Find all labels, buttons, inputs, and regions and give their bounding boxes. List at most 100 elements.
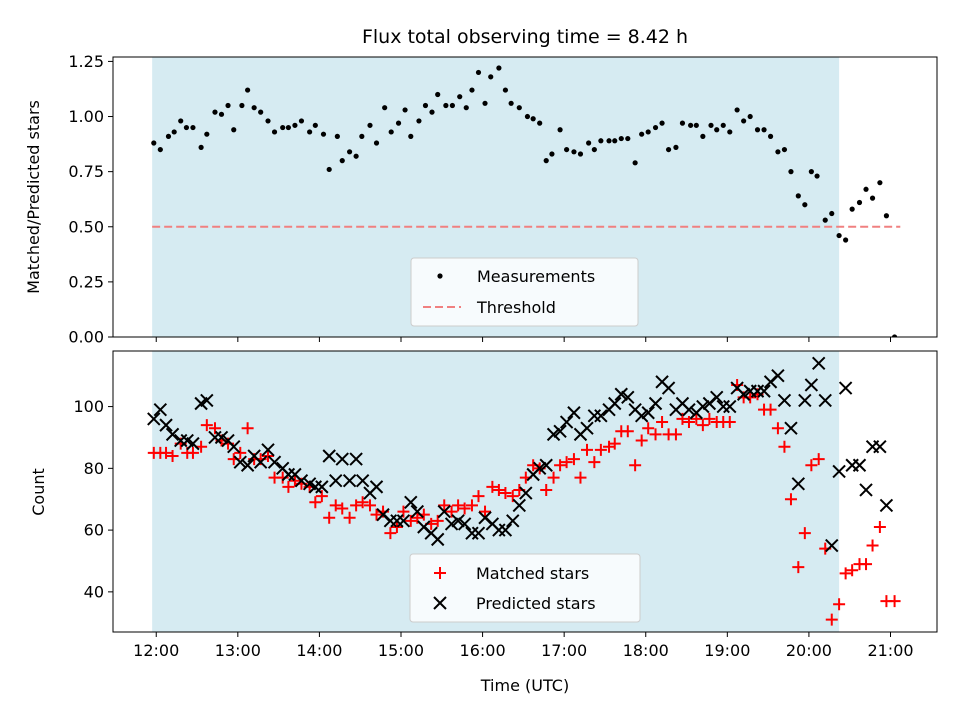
predicted-star-point [580,421,594,435]
measurement-point [652,124,659,131]
matched-star-point [825,613,838,626]
matched-star-point [682,416,695,429]
legend-marker-matched-stars [434,567,446,579]
measurement-point [422,102,429,109]
predicted-star-point [430,532,445,547]
measurement-point [475,69,482,76]
predicted-star-point [227,440,241,454]
measurement-point [457,94,463,100]
predicted-star-point [519,486,533,500]
matched-star-point [723,416,736,429]
bottom-ytick-label: 40 [84,582,104,601]
predicted-star-point [710,390,724,405]
predicted-star-point [682,402,696,417]
predicted-star-point [716,399,730,414]
measurement-point [265,118,271,124]
measurement-point [734,107,740,113]
matched-star-point [186,446,199,459]
predicted-star-point [410,504,425,519]
measurement-point [543,158,549,164]
measurement-point [429,109,435,115]
predicted-star-point [736,387,751,401]
top-ytick-label: 0.00 [68,328,104,347]
legend-label-matched-stars: Matched stars [476,564,589,583]
measurement-point [382,105,388,111]
predicted-star-point [608,396,622,411]
measurement-point [869,195,876,201]
measurement-point [632,160,638,166]
predicted-star-point [335,452,349,466]
matched-star-point [282,480,295,493]
predicted-star-point [267,455,282,469]
predicted-star-point [811,356,826,371]
matched-star-point [323,511,336,524]
measurement-point [530,116,536,122]
measurement-point [883,213,890,219]
top-legend: Measurements Threshold [410,257,639,327]
predicted-star-point [240,458,255,472]
predicted-star-point [798,393,812,408]
top-axes-frame [112,56,938,338]
predicted-star-point [492,523,506,537]
measurement-point [564,146,570,153]
predicted-star-point [771,368,785,383]
predicted-star-point [186,436,200,451]
matched-star-point [642,422,655,435]
predicted-star-point [879,498,894,513]
measurement-point [388,129,394,135]
xtick-label: 15:00 [378,641,424,660]
measurement-point [767,133,774,139]
matched-star-point [805,459,818,472]
predicted-star-point [369,480,384,494]
measurement-point [298,118,305,124]
matched-star-point [234,446,247,459]
matched-star-point [166,449,179,462]
predicted-star-point [308,480,323,494]
predicted-star-point [294,473,309,488]
predicted-star-point [214,430,229,445]
matched-star-point [629,459,642,472]
measurement-point [373,140,380,146]
measurement-point [836,232,842,239]
top-legend-box [410,257,639,327]
matched-star-point [792,561,805,574]
predicted-star-point [200,393,214,408]
measurement-point [482,100,488,106]
matched-star-point [703,412,716,425]
measurement-point [353,153,359,159]
xtick-label: 19:00 [704,641,750,660]
measurement-point [788,169,794,175]
matched-star-point [690,412,703,425]
measurement-point [346,149,353,155]
measurement-point [856,199,863,206]
measurement-point [714,127,720,133]
top-ytick-label: 0.50 [68,217,104,236]
measurement-point [843,237,849,243]
predicted-star-point [233,455,247,469]
predicted-star-point [838,381,853,395]
measurement-point [598,138,604,144]
measurement-point [591,146,597,153]
predicted-star-point [648,396,663,411]
matched-star-point [812,453,825,466]
measurement-point [612,138,618,144]
measurement-point [877,180,883,186]
matched-star-point [486,480,499,493]
predicted-star-point [553,424,567,438]
measurement-point [469,87,475,93]
top-ytick-label: 1.25 [68,52,104,71]
matched-star-point [567,453,580,466]
predicted-star-point [594,409,608,423]
predicted-star-point [567,406,581,420]
predicted-star-point [174,433,188,448]
matched-star-point [621,425,634,438]
matched-star-point [588,456,601,469]
measurement-point [312,122,318,128]
predicted-star-point [873,440,887,454]
measurement-point [625,135,631,142]
chart-title: Flux total observing time = 8.42 h [362,26,688,48]
matched-star-point [560,456,573,469]
measurement-point [586,140,592,146]
predicted-star-point [621,390,635,405]
